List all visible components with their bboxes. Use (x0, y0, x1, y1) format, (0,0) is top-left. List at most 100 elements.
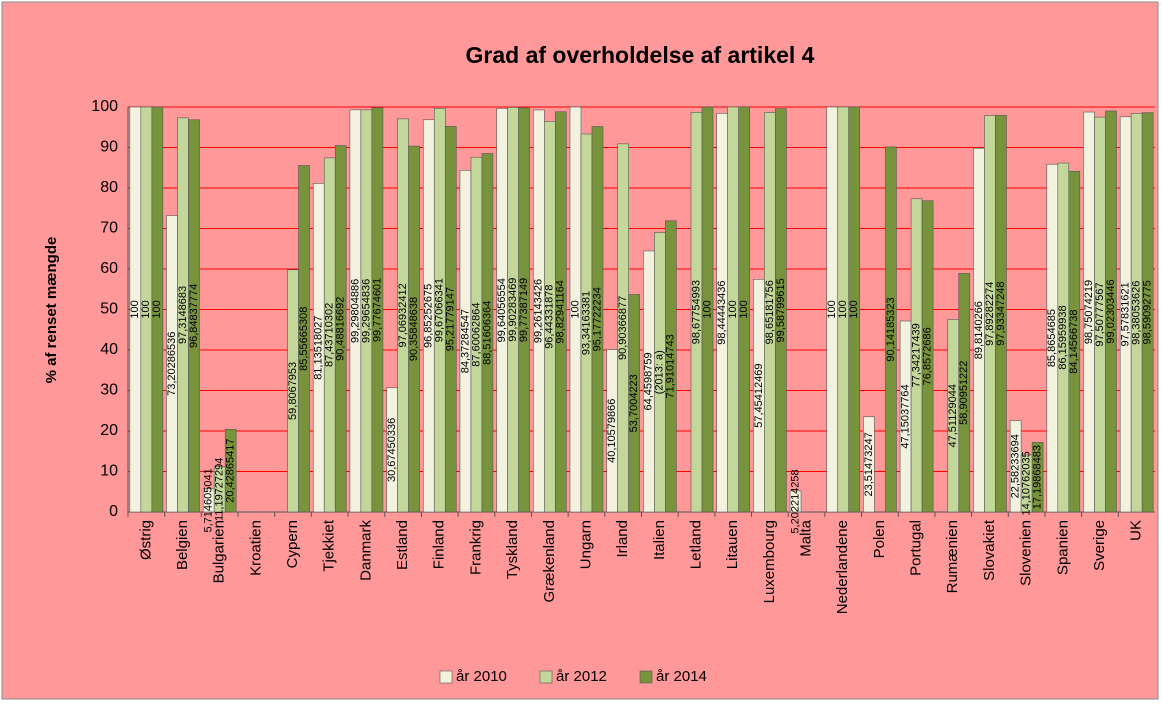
data-label: 87,60062864 (470, 302, 482, 366)
data-label: 93,34163381 (580, 291, 592, 355)
x-tick-label: Slovenien (1018, 520, 1035, 586)
data-label: 97,57831621 (1120, 282, 1132, 346)
y-tick-label: 60 (100, 260, 118, 277)
data-label: 17,19868483 (1032, 445, 1044, 509)
data-label: 100 (738, 300, 750, 318)
y-tick-label: 80 (100, 179, 118, 196)
bar (555, 111, 567, 513)
data-label: 20,42865417 (225, 439, 237, 503)
data-label: 71,91014743 (665, 334, 677, 398)
bar (789, 490, 802, 513)
data-label: 85,55665308 (298, 307, 310, 371)
bar (885, 146, 897, 513)
data-label: 100 (140, 300, 152, 318)
data-label: 99,26143426 (533, 279, 545, 343)
legend-swatch (539, 670, 553, 684)
bar (628, 294, 640, 513)
data-label: 99,29804886 (349, 279, 361, 343)
data-label: 95,21779147 (445, 287, 457, 351)
data-label: 98,82941164 (555, 280, 567, 343)
data-label: 87,43710302 (324, 303, 336, 367)
x-tick-label: Italien (651, 520, 668, 560)
bar (151, 106, 164, 513)
bar (848, 106, 861, 513)
x-tick-label: Tyskland (504, 520, 521, 579)
x-tick-label: Letland (687, 520, 704, 569)
x-tick-label: Frankrig (467, 520, 484, 575)
data-label: 14,10762035 (1021, 451, 1033, 515)
data-label: 99,77674601 (371, 278, 383, 342)
data-label: 86,15959938 (1057, 305, 1069, 369)
x-tick-label: UK (1128, 520, 1145, 541)
x-tick-label: Finland (431, 520, 448, 569)
data-label: 11,19727294 (214, 458, 226, 521)
data-label: 97,93347248 (995, 282, 1007, 346)
x-tick-label: Ungarn (577, 520, 594, 569)
data-label: 97,3148683 (177, 286, 189, 344)
data-label: 73,20286536 (166, 332, 178, 396)
data-label: 58,90951222 (958, 361, 970, 425)
data-label: 100 (848, 300, 860, 318)
legend-label: år 2014 (656, 668, 707, 685)
data-label: 98,75074219 (1083, 280, 1095, 344)
data-label: 100 (837, 300, 849, 318)
data-label: 22,58233694 (1010, 434, 1022, 498)
y-tick-label: 0 (109, 503, 118, 520)
bar (408, 145, 420, 513)
data-label: 57,45412469 (753, 364, 765, 428)
x-tick-label: Polen (871, 520, 888, 558)
data-label: 53,7004223 (628, 374, 640, 432)
data-label: 84,14566738 (1068, 309, 1080, 373)
bar (921, 200, 934, 513)
bar (1141, 112, 1154, 513)
x-tick-label: Spanien (1054, 520, 1071, 575)
data-label: 98,44443436 (716, 281, 728, 345)
bar (481, 153, 494, 513)
x-tick-label: Sverige (1091, 520, 1108, 571)
bar (995, 115, 1007, 513)
legend-label: år 2010 (456, 668, 507, 685)
data-label: 100 (569, 300, 581, 318)
y-axis-label: % af renset mængde (43, 237, 60, 384)
data-label: 95,17722234 (591, 287, 603, 351)
x-tick-label: Irland (614, 520, 631, 558)
x-tick-label: Grækenland (541, 520, 558, 603)
x-tick-label: Danmark (357, 520, 374, 581)
x-tick-label: Kroatien (247, 520, 264, 576)
y-tick-label: 70 (100, 220, 118, 237)
data-label: 90,14185323 (885, 297, 897, 361)
y-tick-label: 90 (100, 139, 118, 156)
data-label: 98,65181756 (764, 280, 776, 344)
bar (958, 273, 971, 513)
bar (334, 145, 347, 513)
bar (863, 416, 875, 513)
data-label: 100 (129, 300, 141, 318)
data-label: 88,51606364 (481, 301, 493, 365)
x-tick-label: Portugal (908, 520, 925, 576)
legend-swatch (439, 670, 453, 684)
bar (518, 107, 530, 513)
bar (298, 165, 310, 513)
x-tick-label: Tjekkiet (321, 519, 338, 572)
x-tick-label: Østrig (137, 520, 154, 560)
bar (1031, 442, 1044, 513)
data-label: 96,84837774 (188, 284, 200, 348)
data-label: 47,51129044 (947, 384, 959, 447)
bar (701, 106, 714, 513)
bar (665, 220, 677, 513)
y-tick-label: 10 (100, 463, 118, 480)
data-label: 100 (727, 300, 739, 318)
data-label: 98,38053626 (1131, 281, 1143, 345)
legend-label: år 2012 (556, 668, 607, 685)
x-tick-label: Estland (394, 520, 411, 570)
data-label: 85,8654685 (1046, 309, 1058, 367)
data-label: 99,29654836 (360, 279, 372, 343)
y-tick-label: 20 (100, 422, 118, 439)
data-label: 99,02303446 (1105, 279, 1117, 343)
y-tick-label: 40 (100, 341, 118, 358)
x-tick-label: Malta (798, 519, 815, 556)
bar (371, 107, 384, 513)
data-label: 5,714605041 (203, 468, 215, 532)
bar (591, 126, 604, 513)
